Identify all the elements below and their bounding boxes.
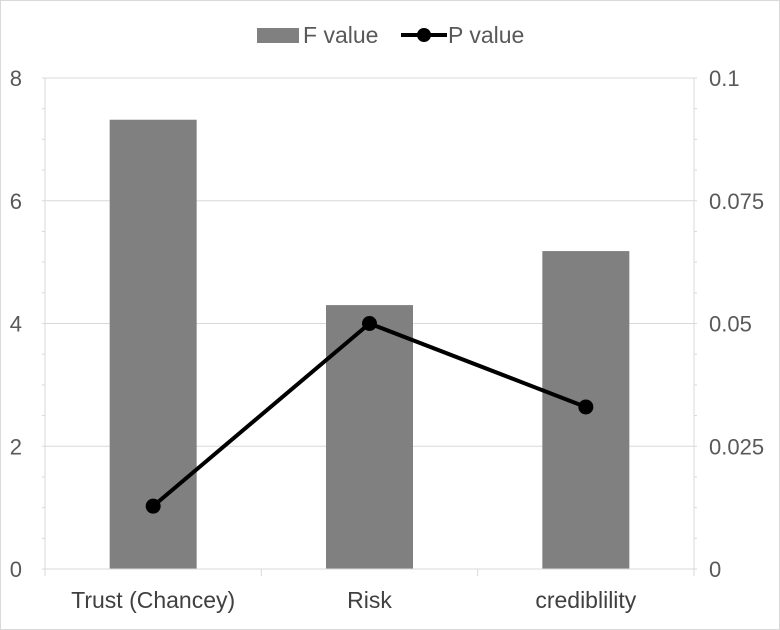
y-right-tick-label: 0 bbox=[709, 557, 721, 582]
marker-p-value bbox=[578, 399, 594, 415]
x-category-label: crediblility bbox=[535, 587, 636, 613]
y-left-tick-label: 0 bbox=[10, 557, 22, 582]
legend-swatch-f-value bbox=[257, 28, 299, 43]
y-right-tick-label: 0.1 bbox=[709, 66, 740, 91]
y-right-tick-label: 0.075 bbox=[709, 189, 764, 214]
legend: F value P value bbox=[257, 22, 524, 48]
legend-label-p-value: P value bbox=[448, 22, 524, 48]
x-category-label: Risk bbox=[347, 587, 392, 613]
y-left-tick-label: 8 bbox=[10, 66, 22, 91]
bar-f-value bbox=[109, 119, 197, 570]
legend-label-f-value: F value bbox=[303, 22, 378, 48]
y-left-tick-label: 2 bbox=[10, 434, 22, 459]
marker-p-value bbox=[362, 316, 377, 331]
y-left-tick-label: 4 bbox=[10, 312, 22, 337]
bar-f-value bbox=[326, 305, 413, 569]
y-right-tick-label: 0.025 bbox=[709, 434, 764, 459]
x-category-label: Trust (Chancey) bbox=[71, 587, 235, 613]
y-right-tick-label: 0.05 bbox=[709, 312, 752, 337]
axis-layer: 0 2 4 6 8 0 0.025 0.05 0.075 0.1 Trust (Chancey) Ri… bbox=[10, 66, 764, 613]
marker-p-value bbox=[145, 498, 161, 514]
bars-layer bbox=[109, 119, 630, 570]
line-layer bbox=[145, 316, 594, 514]
y-left-tick-label: 6 bbox=[10, 189, 22, 214]
legend-swatch-p-value-marker bbox=[417, 28, 431, 42]
